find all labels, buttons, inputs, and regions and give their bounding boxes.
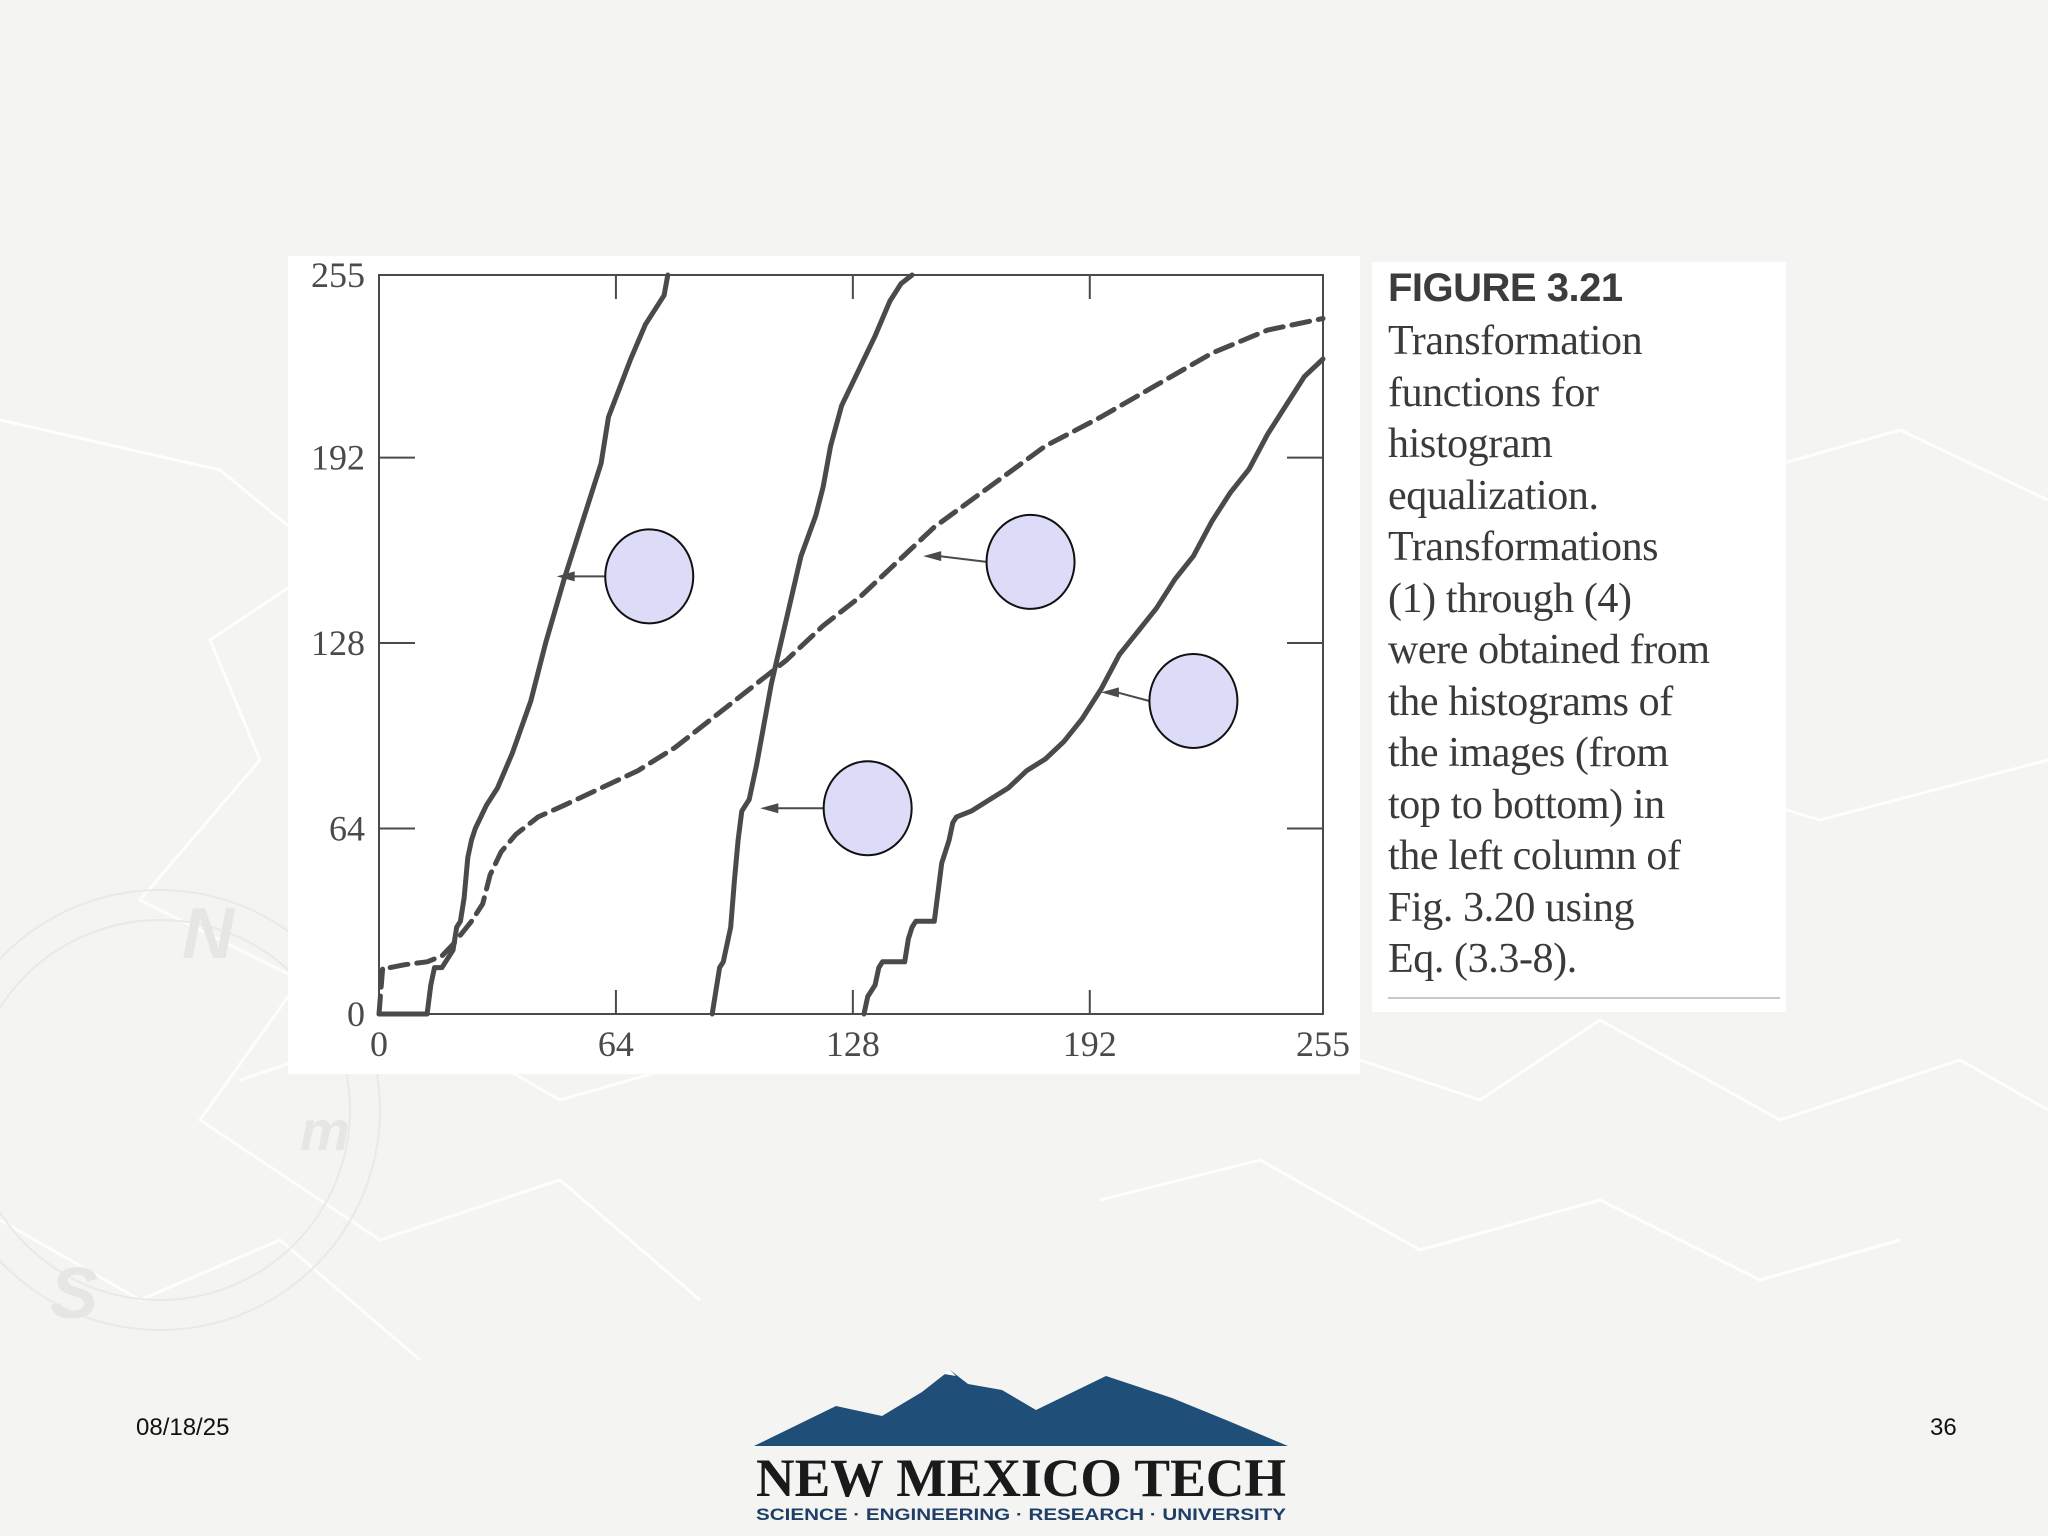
marker-arrow-line: [1116, 691, 1150, 702]
marker-arrow-line: [939, 555, 987, 563]
x-tick-label: 255: [1296, 1024, 1350, 1064]
chart-frame: [378, 274, 1324, 1015]
chart-markers: [556, 513, 1239, 857]
caption-text: Transformation functions for histogram e…: [1388, 318, 1710, 982]
figure-caption: FIGURE 3.21 Transformation functions for…: [1372, 262, 1786, 1012]
marker-arrow-head: [1100, 687, 1119, 698]
logo-name: NEW MEXICO TECH: [756, 1448, 1286, 1508]
logo-tagline: SCIENCE · ENGINEERING · RESEARCH · UNIVE…: [756, 1505, 1287, 1524]
curve-marker-2: [923, 513, 1076, 610]
y-tick-label: 192: [311, 438, 365, 478]
marker-arrow-head: [923, 551, 942, 562]
marker-circle: [1148, 653, 1239, 750]
x-tick-label: 64: [598, 1024, 634, 1064]
new-mexico-tech-logo: NEW MEXICO TECH SCIENCE · ENGINEERING · …: [754, 1370, 1288, 1524]
chart-series: [376, 272, 1326, 1017]
marker-circle: [822, 760, 913, 857]
marker-circle: [985, 513, 1076, 610]
transformation-chart: 0 64 128 192 255 0 64 128 192 255: [311, 256, 1350, 1064]
marker-arrow-head: [760, 803, 779, 814]
transformation-curve-3: [376, 316, 1326, 1017]
curve-marker-3: [760, 760, 913, 857]
x-tick-label: 128: [826, 1024, 880, 1064]
svg-text:m: m: [300, 1099, 350, 1162]
x-tick-label: 192: [1063, 1024, 1117, 1064]
caption-divider: [1388, 997, 1780, 999]
mountain-silhouette: [754, 1370, 1288, 1446]
y-tick-label: 128: [311, 623, 365, 663]
figure-panel: 0 64 128 192 255 0 64 128 192 255: [288, 256, 1360, 1074]
curve-marker-4: [1100, 653, 1239, 750]
caption-title: FIGURE 3.21: [1388, 266, 1623, 310]
svg-text:N: N: [182, 894, 236, 974]
slide-date: 08/18/25: [136, 1414, 230, 1441]
transformation-curve-4: [861, 356, 1326, 1017]
marker-circle: [604, 528, 695, 625]
y-tick-label: 64: [329, 809, 365, 849]
slide-page-number: 36: [1930, 1414, 1957, 1441]
transformation-curve-1: [376, 272, 671, 1017]
plot-area-border: [378, 274, 1324, 1015]
chart-ticks: 0 64 128 192 255 0 64 128 192 255: [311, 256, 1350, 1064]
curve-marker-1: [556, 528, 695, 625]
svg-text:S: S: [50, 1254, 98, 1334]
y-tick-label: 0: [347, 994, 365, 1034]
x-tick-label: 0: [370, 1024, 388, 1064]
marker-arrow-head: [556, 571, 575, 582]
y-tick-label: 255: [311, 256, 365, 295]
transformation-curve-2: [709, 272, 915, 1017]
